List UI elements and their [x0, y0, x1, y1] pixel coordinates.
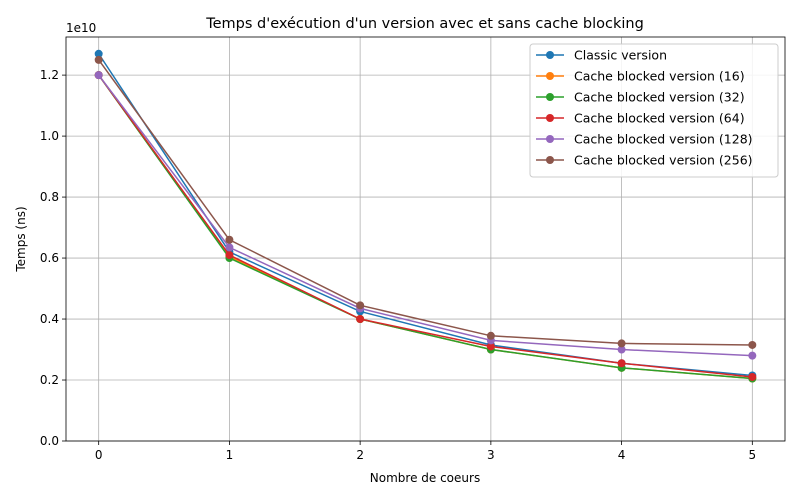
legend-label: Cache blocked version (128) [574, 132, 753, 147]
data-point [617, 359, 626, 368]
legend-swatch-marker [546, 93, 554, 101]
legend-swatch-marker [546, 51, 554, 59]
data-point [94, 49, 103, 58]
x-tick-label: 3 [487, 448, 495, 462]
data-point [94, 55, 103, 64]
legend-label: Classic version [574, 48, 667, 63]
y-tick-label: 0.0 [40, 434, 59, 448]
series-line [98, 74, 753, 380]
series-5 [94, 71, 757, 360]
legend-label: Cache blocked version (256) [574, 153, 753, 168]
y-tick-label: 0.8 [40, 190, 59, 204]
y-tick-label: 0.4 [40, 312, 59, 326]
x-tick-label: 2 [356, 448, 364, 462]
legend: Classic version Cache blocked version (16… [529, 43, 779, 178]
legend-label: Cache blocked version (16) [574, 69, 745, 84]
legend-swatch-marker [546, 135, 554, 143]
axes [65, 36, 786, 442]
data-point [486, 331, 495, 340]
data-point [356, 315, 365, 324]
series-layer [94, 49, 757, 383]
x-tick-label: 4 [618, 448, 626, 462]
data-point [748, 372, 757, 381]
legend-label: Cache blocked version (64) [574, 111, 745, 126]
legend-swatch-marker [546, 72, 554, 80]
x-tick-label: 5 [748, 448, 756, 462]
y-tick-label: 1.0 [40, 129, 59, 143]
x-axis-label: Nombre de coeurs [370, 471, 480, 485]
legend-swatch-marker [546, 114, 554, 122]
series-line [98, 74, 753, 357]
legend-item: Cache blocked version (16) [536, 69, 745, 84]
legend-item: Cache blocked version (32) [536, 90, 745, 105]
series-6 [94, 55, 757, 349]
data-point [356, 301, 365, 310]
legend-label: Cache blocked version (32) [574, 90, 745, 105]
legend-item: Cache blocked version (256) [536, 153, 753, 168]
data-point [225, 243, 234, 252]
y-tick-label: 0.2 [40, 373, 59, 387]
y-axis-offset-label: 1e10 [66, 21, 96, 35]
data-point [617, 345, 626, 354]
legend-item: Classic version [536, 48, 667, 63]
legend-box [529, 43, 779, 178]
series-line [98, 59, 753, 346]
plot-frame [65, 36, 786, 442]
legend-item: Cache blocked version (64) [536, 111, 745, 126]
chart-title: Temps d'exécution d'un version avec et s… [205, 16, 644, 32]
data-point [486, 342, 495, 351]
x-tick-label: 1 [226, 448, 234, 462]
data-point [748, 340, 757, 349]
y-axis-label: Temps (ns) [14, 206, 28, 272]
tick-labels: 0 1 2 3 4 5 0.0 0.2 0.4 0.6 0.8 1.0 1.2 [40, 68, 756, 462]
y-tick-label: 0.6 [40, 251, 59, 265]
data-point [748, 351, 757, 360]
series-line [98, 74, 753, 378]
data-point [617, 339, 626, 348]
y-tick-label: 1.2 [40, 68, 59, 82]
data-point [225, 235, 234, 244]
legend-item: Cache blocked version (128) [536, 132, 753, 147]
legend-swatch-marker [546, 156, 554, 164]
data-point [225, 251, 234, 260]
data-point [94, 71, 103, 80]
x-tick-label: 0 [95, 448, 103, 462]
